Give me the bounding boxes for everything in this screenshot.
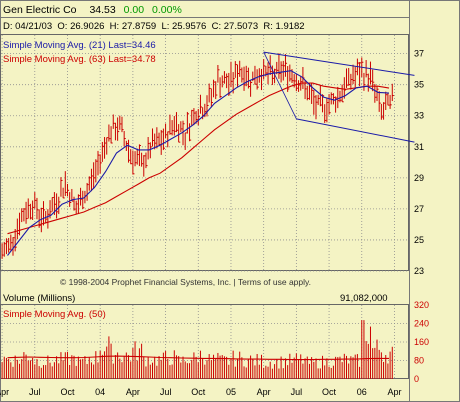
x-tick-label: Oct — [322, 387, 337, 397]
price-y-tick-label: 27 — [414, 204, 424, 214]
price-change: 0.00 — [123, 4, 145, 16]
volume-sma50-line — [7, 355, 389, 361]
sma21-line — [7, 70, 390, 256]
x-tick-label: Oct — [60, 387, 75, 397]
price-y-tick-label: 29 — [414, 173, 424, 183]
quote-line: D: 04/21/03 O: 26.9026 H: 27.8759 L: 25.… — [3, 21, 305, 32]
x-tick-label: Apr — [387, 387, 401, 397]
x-tick-label: Oct — [191, 387, 206, 397]
volume-y-tick-label: 0 — [414, 374, 419, 384]
x-tick-label: 04 — [95, 387, 105, 397]
company-name: Gen Electric Co — [3, 4, 77, 16]
x-tick-label: 05 — [226, 387, 236, 397]
channel-upper-line — [263, 51, 415, 76]
channel-lower-line — [296, 118, 415, 143]
price-y-tick-label: 25 — [414, 235, 424, 245]
x-tick-label: Jul — [29, 387, 41, 397]
x-tick-label: Jul — [160, 387, 172, 397]
price-panel-frame — [0, 34, 409, 271]
quote-header: Gen Electric Co 34.53 0.00 0.00% — [3, 4, 182, 16]
volume-y-tick-label: 320 — [414, 300, 429, 310]
volume-title: Volume (Millions) — [3, 293, 76, 304]
volume-last-value: 91,082,000 — [340, 293, 388, 304]
sma63-line — [7, 82, 390, 235]
legend-sma63: Simple Moving Avg. (63) Last=34.78 — [3, 54, 156, 65]
price-change-pct: 0.00% — [152, 4, 182, 16]
x-tick-label: Apr — [257, 387, 271, 397]
price-y-tick-label: 23 — [414, 266, 424, 276]
price-y-tick-label: 31 — [414, 142, 424, 152]
x-tick-label: Jul — [291, 387, 303, 397]
volume-y-tick-label: 240 — [414, 319, 429, 329]
volume-y-tick-label: 160 — [414, 337, 429, 347]
last-price: 34.53 — [89, 4, 116, 16]
x-tick-label: Apr — [126, 387, 140, 397]
price-y-tick-label: 35 — [414, 80, 424, 90]
x-tick-label: 06 — [357, 387, 367, 397]
copyright-notice: © 1998-2004 Prophet Financial Systems, I… — [60, 277, 312, 287]
price-y-tick-label: 37 — [414, 49, 424, 59]
price-y-tick-label: 33 — [414, 111, 424, 121]
volume-sma-label: Simple Moving Avg. (50) — [3, 309, 106, 320]
x-tick-label: Apr — [0, 387, 9, 397]
legend-sma21: Simple Moving Avg. (21) Last=34.46 — [3, 40, 156, 51]
volume-y-tick-label: 80 — [414, 356, 424, 366]
channel-connector — [263, 51, 297, 120]
